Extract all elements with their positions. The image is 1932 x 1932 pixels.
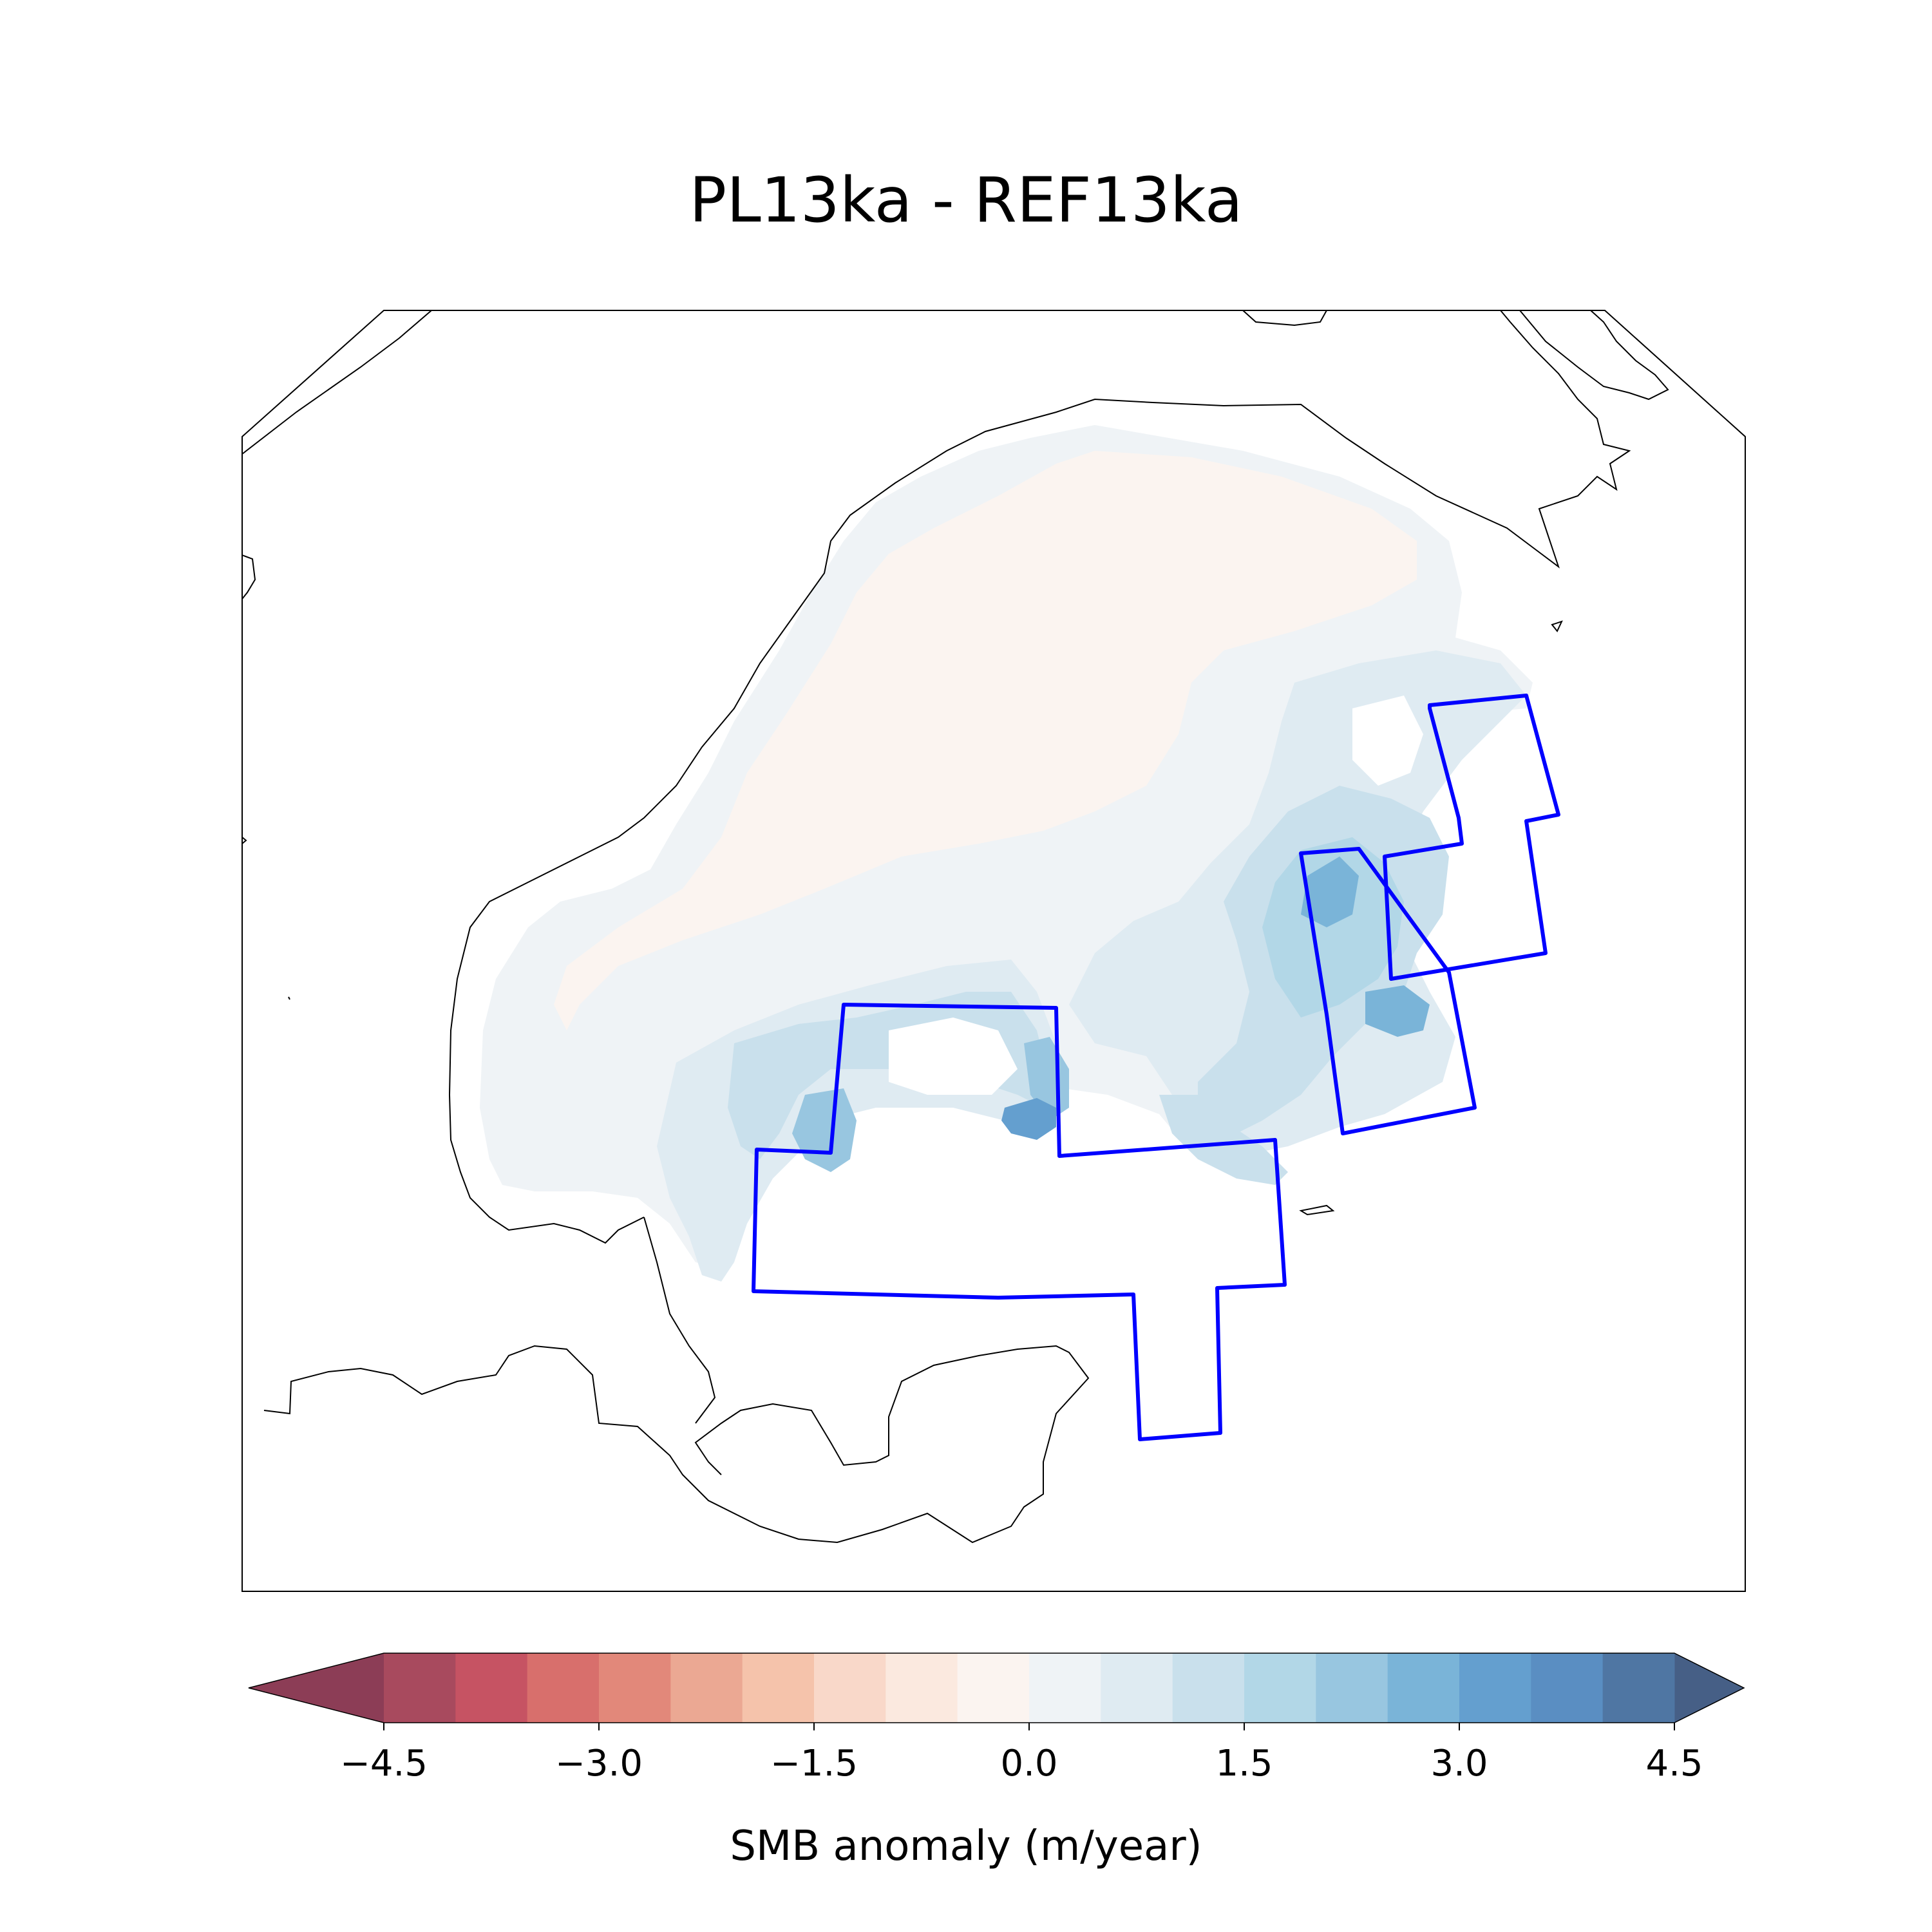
coastline-north [1242,310,1327,327]
region-east-center [1299,847,1477,1135]
colorbar-bin [886,1653,958,1723]
page-title: PL13ka - REF13ka [689,164,1243,236]
colorbar-tick-label: 3.0 [1430,1743,1488,1785]
field-blob-east [1365,985,1430,1037]
colorbar-bin [670,1653,743,1723]
colorbar-bin [527,1653,600,1723]
colorbar-tick-label: 4.5 [1645,1743,1703,1785]
island-north-east [1551,620,1563,632]
colorbar-tick-label: −3.0 [555,1743,643,1785]
colorbar-bin [1244,1653,1316,1723]
coastline-north-east [1519,310,1669,401]
coastline-north-west [242,310,432,455]
colorbar-bin [1029,1653,1101,1723]
field-low-south-east [1159,1095,1288,1185]
colorbar-tick-label: 1.5 [1215,1743,1273,1785]
colorbar-bin [384,1653,456,1723]
field-near-zero-negative [554,451,1417,1030]
colorbar-bin [742,1653,815,1723]
colorbar-bin [1459,1653,1531,1723]
coastline-main [448,310,1631,1244]
colorbar-bin [455,1653,528,1723]
coastline-west-speck [242,837,247,844]
colorbar-label: SMB anomaly (m/year) [730,1823,1202,1870]
field-hole-south [889,1018,1018,1095]
colorbar-bin [1387,1653,1460,1723]
colorbar-bin [1531,1653,1604,1723]
colorbar-bin [957,1653,1030,1723]
island-east [1299,1204,1335,1216]
colorbar-extend-under [249,1653,384,1723]
field-high-east [1262,837,1404,1018]
field-peak-east [1301,857,1359,927]
coastline-west-edge [242,554,256,600]
colorbar-bin [1316,1653,1388,1723]
colorbar-bin [1172,1653,1245,1723]
colorbar-extend-over [1674,1653,1744,1723]
colorbar: −4.5 −3.0 −1.5 0.0 1.5 3.0 4.5 [248,1653,1745,1785]
region-south [752,1003,1287,1441]
colorbar-bin [1602,1653,1675,1723]
coastline-south [263,1345,1090,1544]
colorbar-bin [814,1653,886,1723]
colorbar-tick-label: −4.5 [340,1743,428,1785]
island-speck [288,996,290,1000]
coastline-south-peninsula [643,1217,716,1424]
region-east-north [1383,694,1560,981]
coastlines [242,310,1669,1544]
colorbar-bin [599,1653,671,1723]
colorbar-tick-label: −1.5 [770,1743,858,1785]
field-hole-north-east [1352,696,1423,786]
colorbar-tick-label: 0.0 [1000,1743,1057,1785]
region-outlines [752,694,1560,1441]
colorbar-bin [1101,1653,1173,1723]
field-blob [1001,1098,1056,1140]
